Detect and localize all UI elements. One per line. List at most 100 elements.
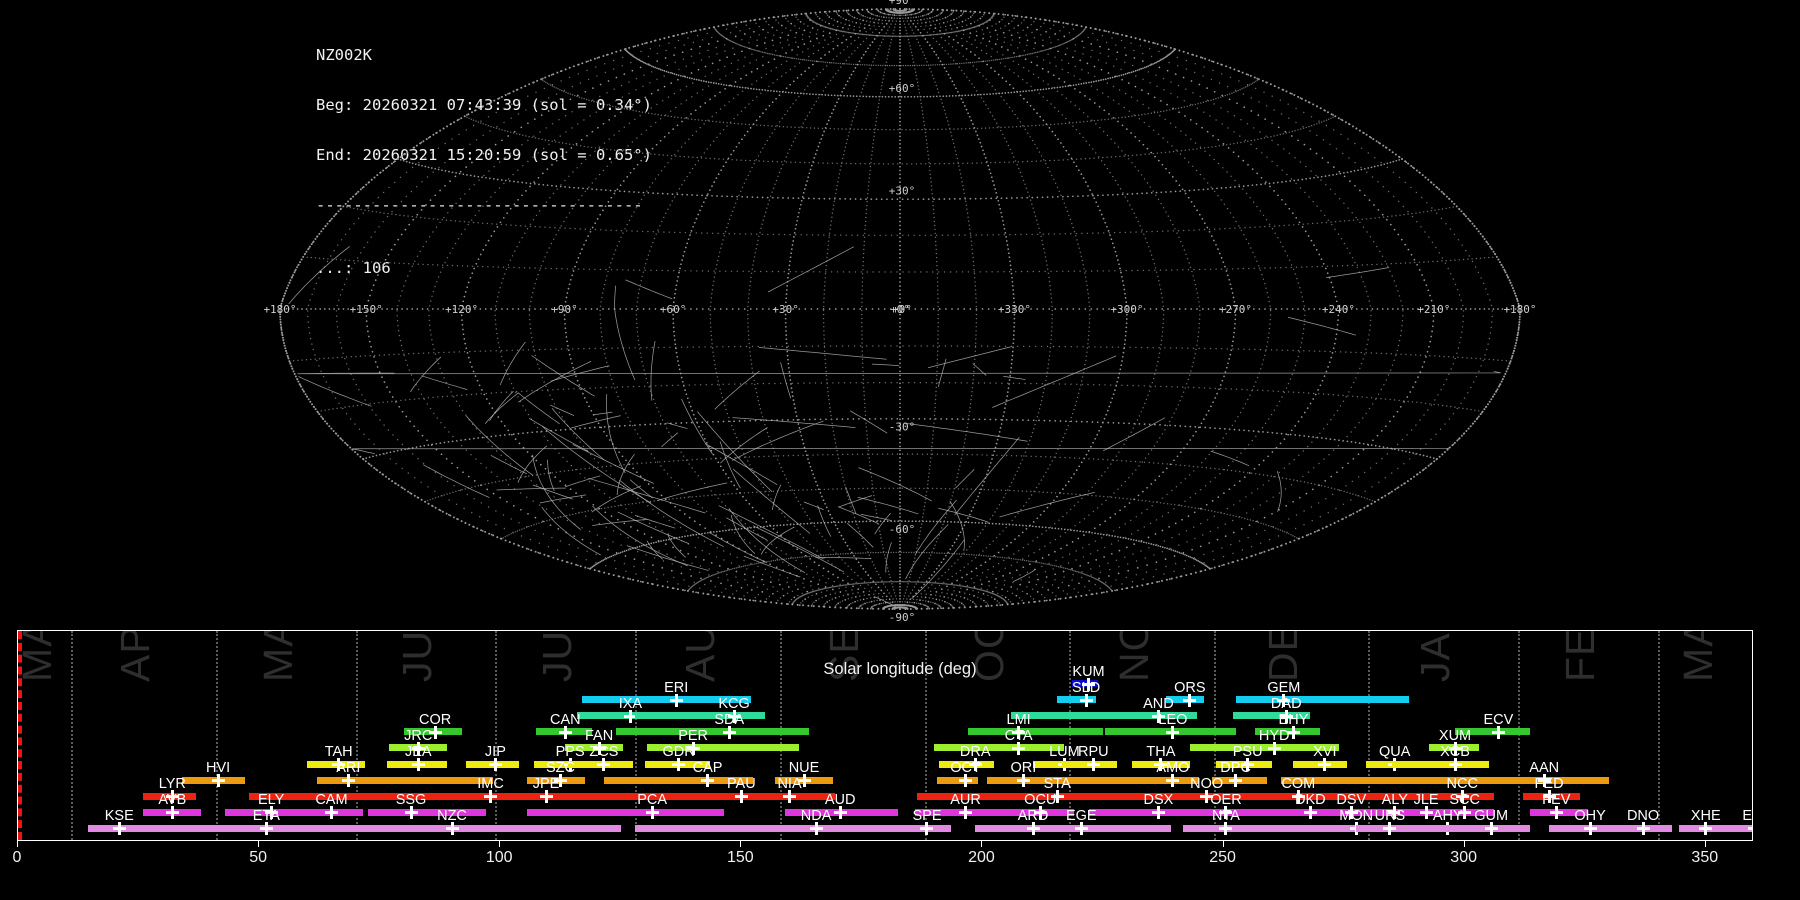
shower-activity-bar[interactable] — [526, 808, 725, 816]
shower-activity-bar[interactable] — [644, 760, 710, 768]
meteor-track — [837, 506, 879, 524]
shower-activity-bar[interactable] — [1286, 824, 1378, 832]
shower-activity-bar[interactable] — [1522, 792, 1581, 800]
shower-code-label: COR — [418, 711, 452, 728]
shower-activity-bar[interactable] — [143, 792, 197, 800]
shower-activity-bar[interactable] — [1211, 776, 1267, 784]
shower-activity-bar[interactable] — [367, 808, 486, 816]
shower-activity-bar[interactable] — [1182, 824, 1296, 832]
shower-activity-bar[interactable] — [386, 760, 448, 768]
shower-activity-bar[interactable] — [1609, 824, 1673, 832]
shower-activity-bar[interactable] — [536, 728, 592, 736]
latitude-tick-label: -60° — [889, 523, 916, 536]
shower-activity-bar[interactable] — [1071, 680, 1099, 687]
session-begin: Beg: 20260321 07:43:39 (sol = 0.34°) — [316, 95, 652, 114]
meteor-track — [539, 494, 587, 504]
shower-activity-bar[interactable] — [300, 808, 363, 816]
shower-activity-bar[interactable] — [145, 824, 414, 832]
shower-activity-bar[interactable] — [1235, 696, 1410, 704]
shower-activity-bar[interactable] — [143, 808, 202, 816]
shower-activity-bar[interactable] — [1233, 712, 1311, 720]
meteor-track — [541, 506, 601, 556]
shower-activity-bar[interactable] — [389, 744, 448, 752]
shower-activity-bar[interactable] — [934, 744, 1065, 752]
shower-activity-bar[interactable] — [1729, 824, 1752, 832]
shower-activity-bar[interactable] — [526, 776, 585, 784]
shower-activity-bar[interactable] — [784, 808, 899, 816]
shower-activity-bar[interactable] — [1184, 808, 1284, 816]
shower-activity-bar[interactable] — [1235, 792, 1443, 800]
shower-activity-bar[interactable] — [1438, 792, 1494, 800]
shower-activity-bar[interactable] — [1131, 760, 1190, 768]
meteor-track — [550, 365, 610, 382]
shower-activity-bar[interactable] — [519, 792, 655, 800]
longitude-tick-label: +90° — [551, 303, 578, 316]
shower-activity-bar[interactable] — [567, 760, 633, 768]
shower-activity-bar[interactable] — [1428, 744, 1480, 752]
shower-activity-bar[interactable] — [1057, 696, 1096, 704]
meteor-track — [1287, 316, 1357, 336]
shower-activity-bar[interactable] — [466, 760, 520, 768]
longitude-tick-label: +120° — [445, 303, 478, 316]
meteor-track — [730, 514, 756, 554]
shower-activity-bar[interactable] — [1529, 808, 1588, 816]
shower-activity-bar[interactable] — [1110, 792, 1265, 800]
shower-activity-bar[interactable] — [1189, 744, 1340, 752]
shower-activity-bar[interactable] — [1011, 712, 1198, 720]
shower-activity-bar[interactable] — [249, 792, 561, 800]
shower-activity-bar[interactable] — [1088, 808, 1200, 816]
shower-activity-bar[interactable] — [87, 824, 149, 832]
hammer-projection-svg: +180° +150° +120° +90° +60° +30° +0° +330° +300°… — [263, 0, 1536, 624]
shower-activity-bar[interactable] — [917, 792, 1123, 800]
shower-activity-bar[interactable] — [582, 696, 751, 704]
shower-activity-bar[interactable] — [632, 792, 780, 800]
shower-activity-bar[interactable] — [1062, 824, 1171, 832]
meteor-tracks — [288, 246, 1501, 607]
shower-activity-bar[interactable] — [647, 744, 800, 752]
shower-activity-bar[interactable] — [565, 744, 624, 752]
shower-activity-bar[interactable] — [1293, 760, 1347, 768]
shower-activity-bar[interactable] — [975, 824, 1067, 832]
shower-activity-bar[interactable] — [987, 776, 1137, 784]
shower-activity-bar[interactable] — [603, 776, 754, 784]
meteor-track — [531, 355, 595, 397]
shower-activity-bar[interactable] — [615, 728, 809, 736]
shower-activity-bar[interactable] — [1392, 760, 1489, 768]
month-divider — [1069, 631, 1072, 840]
meteor-track — [616, 453, 635, 496]
meteor-count: ...: 106 — [316, 259, 391, 278]
shower-activity-bar[interactable] — [1062, 760, 1118, 768]
shower-activity-bar[interactable] — [1679, 824, 1735, 832]
shower-activity-bar[interactable] — [1455, 728, 1530, 736]
shower-activity-bar[interactable] — [316, 824, 621, 832]
shower-activity-bar[interactable] — [1254, 728, 1320, 736]
shower-activity-bar[interactable] — [635, 824, 833, 832]
shower-activity-bar[interactable] — [1119, 776, 1200, 784]
shower-activity-bar[interactable] — [1435, 808, 1494, 816]
month-divider — [355, 631, 358, 840]
shower-activity-bar[interactable] — [1281, 776, 1610, 784]
shower-activity-bar[interactable] — [1216, 760, 1272, 768]
shower-activity-bar[interactable] — [936, 776, 978, 784]
timeline-plot-area[interactable]: MAR APR MAY JUN JUL AUG SEP OCT NOV DEC JAN FEB MAR … — [17, 630, 1753, 841]
latitude-tick-label: +60° — [889, 82, 916, 95]
meteor-track — [297, 371, 1501, 375]
shower-activity-bar[interactable] — [316, 776, 493, 784]
shower-activity-bar[interactable] — [914, 808, 1034, 816]
shower-activity-bar[interactable] — [307, 760, 366, 768]
shower-activity-bar[interactable] — [1105, 728, 1236, 736]
shower-activity-bar[interactable] — [753, 792, 836, 800]
shower-activity-bar[interactable] — [775, 776, 833, 784]
longitude-tick-label: +180° — [263, 303, 296, 316]
shower-activity-bar[interactable] — [967, 728, 1103, 736]
shower-activity-bar[interactable] — [403, 728, 462, 736]
shower-activity-bar[interactable] — [181, 776, 245, 784]
shower-activity-bar[interactable] — [577, 712, 657, 720]
meteor-track — [625, 279, 673, 300]
shower-activity-bar[interactable] — [1013, 808, 1075, 816]
shower-activity-bar[interactable] — [1165, 696, 1205, 704]
shower-activity-bar[interactable] — [1423, 824, 1530, 832]
shower-activity-bar[interactable] — [939, 760, 995, 768]
shower-activity-bar[interactable] — [825, 824, 952, 832]
shower-activity-bar[interactable] — [635, 712, 766, 720]
